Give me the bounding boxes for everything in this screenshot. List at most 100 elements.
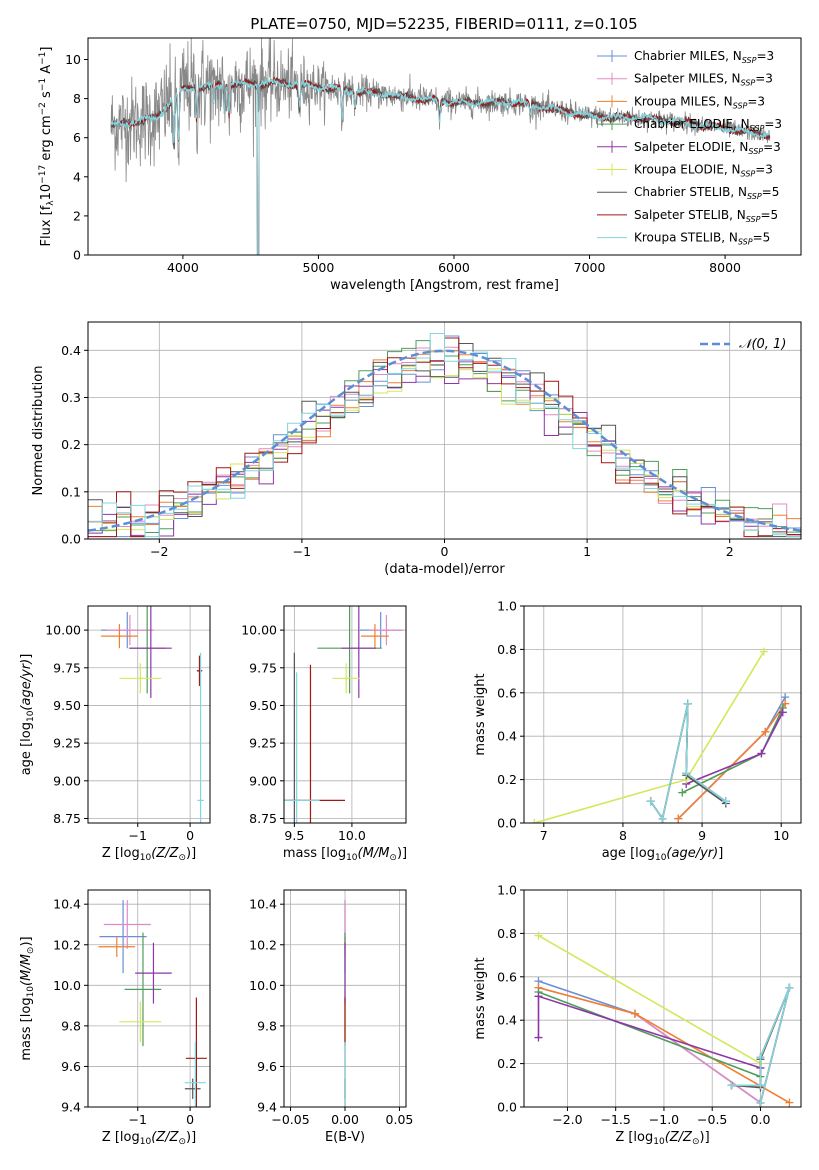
y-tick-label: 0.0 bbox=[497, 1100, 517, 1115]
series-salpeter-miles bbox=[674, 699, 790, 823]
y-tick-label: 0.4 bbox=[497, 729, 517, 744]
x-tick-label: −1 bbox=[293, 544, 311, 559]
x-tick-label: 9.5 bbox=[284, 828, 304, 843]
series-marker bbox=[630, 1009, 639, 1018]
y-tick-label: 10.00 bbox=[45, 623, 81, 638]
x-tick-label: −1.0 bbox=[649, 1112, 679, 1127]
series-chabrier-elodie bbox=[678, 703, 787, 797]
y-tick-label: 10.0 bbox=[53, 978, 81, 993]
y-tick-label: 8 bbox=[73, 91, 81, 106]
series-marker bbox=[721, 797, 730, 806]
y-tick-label: 10.4 bbox=[249, 897, 277, 912]
y-tick-label: 9.50 bbox=[249, 698, 277, 713]
y-tick-label: 10.0 bbox=[249, 978, 277, 993]
errorbar-kroupa-elodie bbox=[332, 663, 360, 694]
x-tick-label: 8000 bbox=[709, 260, 741, 275]
x-tick-label: 7000 bbox=[574, 260, 606, 275]
series-chabrier-elodie bbox=[534, 987, 765, 1081]
y-tick-label: 0.4 bbox=[61, 343, 81, 358]
y-tick-label: 0.6 bbox=[497, 685, 517, 700]
series-line bbox=[649, 703, 727, 821]
plot-area bbox=[534, 931, 794, 1107]
legend-label: Salpeter ELODIE, NSSP=3 bbox=[634, 140, 781, 156]
legend-label: Chabrier ELODIE, NSSP=3 bbox=[634, 117, 782, 133]
chart-age-vs-mass: 9.5 10.0 8.75 9.00 9.25 9.50 9.75 10.00 mass [lo… bbox=[241, 605, 407, 863]
axes-border bbox=[523, 605, 802, 824]
x-tick-label: 0.0 bbox=[751, 1112, 771, 1127]
legend-label: Salpeter STELIB, NSSP=5 bbox=[634, 208, 778, 224]
y-tick-label: 9.4 bbox=[257, 1100, 277, 1115]
errorbar-chabrier-stelib bbox=[184, 1078, 201, 1099]
axes-frame: −0.05 0.00 0.05 9.4 9.6 9.8 10.0 10.2 10.4 bbox=[249, 889, 413, 1127]
errorbar-chabrier-miles bbox=[99, 900, 147, 974]
x-tick-label: 0.00 bbox=[331, 1112, 359, 1127]
y-tick-label: 0.2 bbox=[497, 1056, 517, 1071]
legend-label: Salpeter MILES, NSSP=3 bbox=[634, 72, 773, 88]
figure-title: PLATE=0750, MJD=52235, FIBERID=0111, z=0… bbox=[250, 15, 637, 33]
series-marker bbox=[534, 1033, 543, 1042]
y-tick-label: 0.2 bbox=[61, 437, 81, 452]
plot-area bbox=[101, 606, 204, 823]
errorbar-salpeter-stelib bbox=[185, 997, 207, 1107]
y-tick-label: 9.6 bbox=[257, 1059, 277, 1074]
legend-label: Kroupa MILES, NSSP=3 bbox=[634, 94, 765, 110]
axes-border bbox=[87, 889, 211, 1108]
series-marker bbox=[761, 727, 770, 736]
axes-border bbox=[87, 37, 802, 256]
series-marker bbox=[646, 797, 655, 806]
y-tick-label: 10 bbox=[65, 52, 81, 67]
x-tick-label: 6000 bbox=[438, 260, 470, 275]
y-axis-label: Normed distribution bbox=[31, 366, 46, 496]
x-tick-label: 10 bbox=[773, 828, 789, 843]
plot-area bbox=[98, 900, 207, 1107]
series-line bbox=[534, 651, 765, 823]
y-tick-label: 8.75 bbox=[249, 811, 277, 826]
y-tick-label: 0.1 bbox=[61, 484, 81, 499]
errorbar-salpeter-elodie bbox=[341, 606, 377, 698]
series-marker bbox=[534, 992, 543, 1001]
y-axis-label: age [log10(age/yr)] bbox=[19, 654, 36, 776]
series-line bbox=[538, 934, 761, 1065]
y-tick-label: 9.6 bbox=[61, 1059, 81, 1074]
y-tick-label: 0 bbox=[73, 248, 81, 263]
chart-age-vs-Z: −1 0 8.75 9.00 9.25 9.50 9.75 10.00 Z [log10(Z/Z… bbox=[19, 605, 211, 863]
y-axis-label: mass weight bbox=[473, 957, 488, 1039]
series-marker bbox=[757, 749, 766, 758]
x-axis-label: (data-model)/error bbox=[384, 562, 505, 577]
errorbar-kroupa-elodie bbox=[119, 663, 162, 694]
y-tick-label: 0.6 bbox=[497, 969, 517, 984]
axes-border bbox=[283, 605, 407, 824]
plot-area bbox=[88, 333, 801, 538]
axes-border bbox=[87, 605, 211, 824]
series-marker bbox=[785, 1098, 794, 1107]
errorbar-salpeter-elodie bbox=[135, 942, 172, 1004]
y-tick-label: 9.00 bbox=[249, 773, 277, 788]
errorbar-kroupa-miles bbox=[98, 936, 136, 957]
y-tick-label: 8.75 bbox=[53, 811, 81, 826]
axes-border bbox=[523, 889, 802, 1108]
errorbar-kroupa-elodie bbox=[119, 1001, 162, 1043]
normal-legend-label: 𝒩(0, 1) bbox=[739, 337, 786, 352]
y-tick-label: 1.0 bbox=[497, 883, 517, 898]
series-salpeter-elodie bbox=[682, 708, 787, 788]
series-line bbox=[677, 703, 786, 820]
axes-frame: −2.0 −1.5 −1.0 −0.5 0.0 0.0 0.2 0.4 0.6 0.8 1.0 bbox=[497, 883, 802, 1127]
axes-frame: 9.5 10.0 8.75 9.00 9.25 9.50 9.75 10.00 bbox=[241, 605, 407, 843]
histogram-kroupa-stelib bbox=[88, 333, 801, 538]
errorbar-salpeter-miles bbox=[106, 615, 154, 646]
chart-mass-weight-vs-age: 7 8 9 10 0.0 0.2 0.4 0.6 0.8 1.0 age [log10(age/yr… bbox=[473, 599, 802, 863]
spectrum-legend: Chabrier MILES, NSSP=3 Salpeter MILES, NS… bbox=[597, 49, 782, 247]
x-axis-label: age [log10(age/yr)] bbox=[602, 846, 724, 863]
legend-label: Kroupa STELIB, NSSP=5 bbox=[634, 231, 770, 247]
y-tick-label: 9.00 bbox=[53, 773, 81, 788]
x-tick-label: 1 bbox=[583, 544, 591, 559]
x-axis-label: Z [log10(Z/Z⊙)] bbox=[615, 1130, 709, 1147]
normal-curve bbox=[88, 349, 801, 532]
x-axis-label: E(B-V) bbox=[325, 1130, 365, 1145]
y-tick-label: 9.4 bbox=[61, 1100, 81, 1115]
errorbar-kroupa-miles bbox=[101, 624, 138, 649]
errorbar-chabrier-elodie bbox=[124, 932, 162, 1047]
x-axis-label: Z [log10(Z/Z⊙)] bbox=[102, 1130, 196, 1147]
series-marker bbox=[759, 647, 768, 656]
